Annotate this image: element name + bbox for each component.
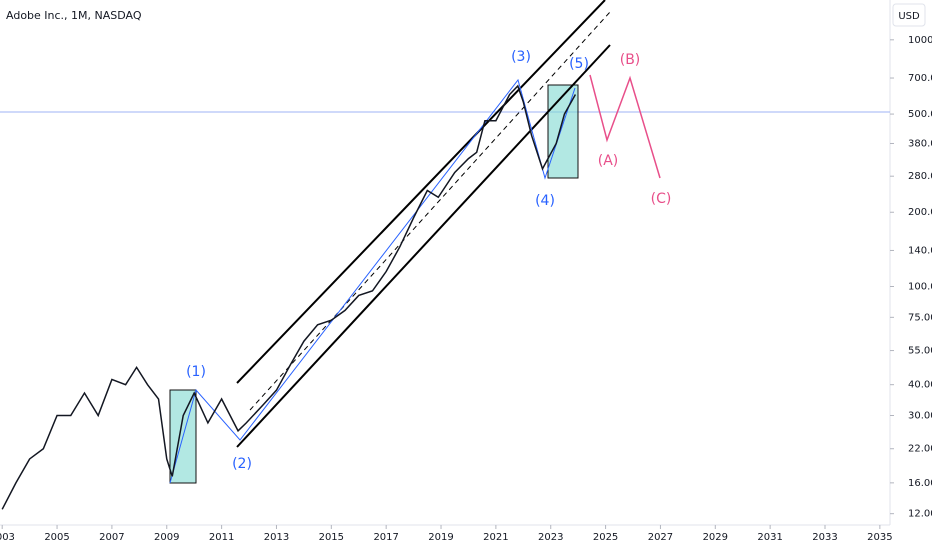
projection-line [589, 74, 661, 179]
x-tick-label: 2033 [812, 532, 837, 543]
x-tick-label: 2015 [319, 532, 344, 543]
y-tick-label: 75.00 [908, 312, 932, 323]
channel-bottom [236, 44, 611, 448]
currency-box [892, 3, 926, 27]
y-tick-label: 500.00 [908, 109, 932, 120]
x-tick-label: 2013 [264, 532, 289, 543]
x-tick-label: 2031 [757, 532, 782, 543]
y-tick-label: 380.00 [908, 138, 932, 149]
y-tick-label: 140.00 [908, 245, 932, 256]
y-tick-label: 100.00 [908, 282, 932, 293]
x-tick-label: 2023 [538, 532, 563, 543]
wave-label: (4) [535, 193, 555, 209]
wave-label: (5) [569, 56, 589, 72]
y-tick-label: 200.00 [908, 207, 932, 218]
x-tick-label: 2017 [373, 532, 398, 543]
wave-label: (2) [232, 456, 252, 472]
x-tick-label: 2003 [0, 532, 15, 543]
x-tick-label: 2019 [428, 532, 453, 543]
x-tick-label: 2005 [44, 532, 69, 543]
x-tick-label: 2021 [483, 532, 508, 543]
x-tick-label: 2035 [867, 532, 892, 543]
wave-label: (3) [511, 49, 531, 65]
channel-mid [249, 11, 611, 411]
highlight-box [547, 84, 579, 179]
x-tick-label: 2029 [703, 532, 728, 543]
currency: USD [898, 11, 920, 22]
wave-line [169, 78, 576, 484]
channel-top [236, 0, 606, 384]
x-tick-label: 2025 [593, 532, 618, 543]
y-tick-label: 40.00 [908, 380, 932, 391]
y-tick-label: 700.00 [908, 73, 932, 84]
price-line [1, 84, 577, 510]
y-tick-label: 55.00 [908, 346, 932, 357]
wave-label: (A) [598, 153, 619, 169]
x-tick-label: 2009 [154, 532, 179, 543]
x-tick-label: 2011 [209, 532, 234, 543]
wave-label: (B) [620, 52, 641, 68]
y-tick-label: 1000.00 [908, 35, 932, 46]
wave-label: (C) [651, 191, 672, 207]
y-tick-label: 16.00 [908, 478, 932, 489]
wave-label: (1) [186, 364, 206, 380]
y-tick-label: 12.00 [908, 509, 932, 520]
y-tick-label: 280.00 [908, 171, 932, 182]
chart-title: Adobe Inc., 1M, NASDAQ [6, 9, 142, 22]
y-tick-label: 30.00 [908, 411, 932, 422]
y-tick-label: 22.00 [908, 444, 932, 455]
x-tick-label: 2007 [99, 532, 124, 543]
x-tick-label: 2027 [648, 532, 673, 543]
